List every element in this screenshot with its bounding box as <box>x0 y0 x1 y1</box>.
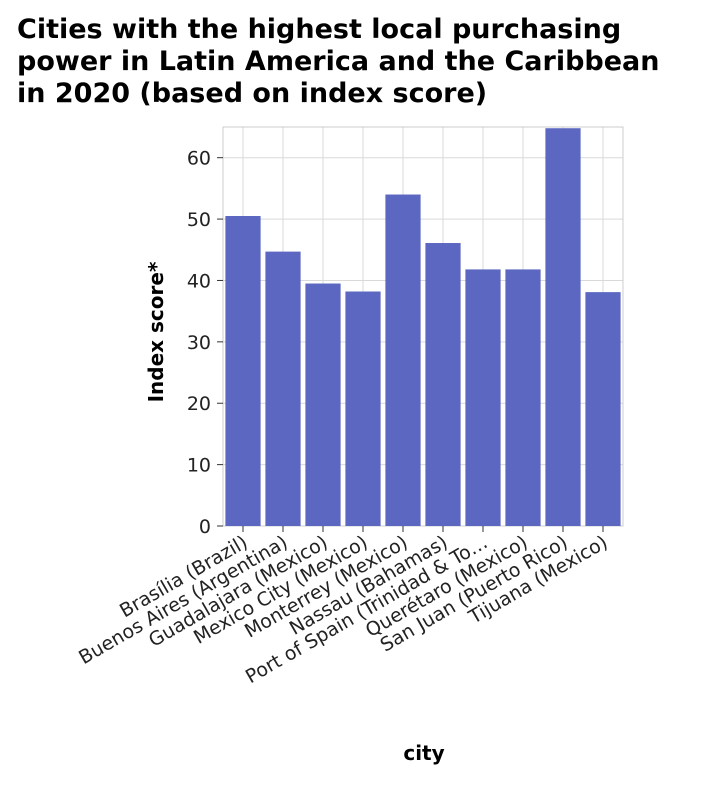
plot-border <box>222 126 624 527</box>
y-tick-label: 20 <box>187 393 211 415</box>
x-axis-label: city <box>403 741 444 765</box>
bar <box>465 269 501 526</box>
y-tick-label: 30 <box>187 332 211 354</box>
bar <box>305 283 341 526</box>
y-tick-label: 0 <box>199 516 211 538</box>
bar <box>505 269 541 526</box>
y-tick-label: 10 <box>187 455 211 477</box>
y-tick-label: 60 <box>187 148 211 170</box>
bar <box>585 292 621 526</box>
bar <box>385 194 421 526</box>
bar <box>425 243 461 527</box>
y-tick-label: 50 <box>187 209 211 231</box>
bar <box>225 216 261 526</box>
chart-title: Cities with the highest local purchasing… <box>17 14 660 109</box>
y-axis-label: Index score* <box>144 261 168 402</box>
y-tick-label: 40 <box>187 270 211 292</box>
bar <box>545 128 581 526</box>
bar <box>265 251 301 526</box>
bars <box>225 128 621 527</box>
bar <box>345 291 381 526</box>
